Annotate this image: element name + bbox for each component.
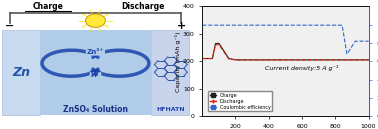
Charge bbox=[217, 43, 222, 45]
Coulombic efficiency bbox=[333, 24, 337, 26]
Line: Coulombic efficiency: Coulombic efficiency bbox=[202, 25, 369, 54]
Charge bbox=[213, 43, 218, 44]
Text: HFHATN: HFHATN bbox=[156, 107, 185, 112]
Text: H⁺: H⁺ bbox=[91, 72, 100, 78]
Charge bbox=[330, 59, 335, 61]
FancyBboxPatch shape bbox=[40, 30, 151, 115]
Text: +: + bbox=[177, 21, 186, 31]
Coulombic efficiency bbox=[314, 24, 319, 26]
Text: −: − bbox=[5, 21, 14, 31]
Charge bbox=[366, 59, 371, 61]
FancyBboxPatch shape bbox=[2, 30, 40, 115]
Charge bbox=[233, 59, 238, 61]
Discharge bbox=[200, 58, 204, 59]
Text: ZnSO₄ Solution: ZnSO₄ Solution bbox=[63, 105, 128, 114]
Discharge bbox=[233, 59, 238, 61]
Coulombic efficiency bbox=[217, 24, 222, 26]
Text: Current density:5 A g⁻¹: Current density:5 A g⁻¹ bbox=[265, 65, 339, 71]
Charge bbox=[268, 59, 272, 61]
Discharge bbox=[330, 59, 335, 61]
Charge bbox=[333, 59, 338, 61]
Text: Zn: Zn bbox=[12, 66, 30, 79]
Coulombic efficiency bbox=[366, 40, 371, 42]
Text: Discharge: Discharge bbox=[121, 2, 165, 11]
Y-axis label: Capacity (mAh g⁻¹): Capacity (mAh g⁻¹) bbox=[175, 31, 181, 91]
Coulombic efficiency bbox=[345, 53, 349, 55]
Coulombic efficiency bbox=[273, 24, 278, 26]
Discharge bbox=[333, 59, 338, 61]
Discharge bbox=[274, 59, 278, 61]
Text: Charge: Charge bbox=[32, 2, 63, 11]
Discharge bbox=[366, 59, 371, 61]
Legend: Charge, Discharge, Coulombic efficiency: Charge, Discharge, Coulombic efficiency bbox=[208, 91, 273, 111]
Discharge bbox=[314, 59, 319, 61]
FancyBboxPatch shape bbox=[151, 30, 189, 115]
Charge bbox=[274, 59, 278, 61]
Text: Zn²⁺: Zn²⁺ bbox=[87, 49, 104, 55]
Discharge bbox=[213, 44, 218, 46]
Coulombic efficiency bbox=[330, 24, 334, 26]
Line: Charge: Charge bbox=[202, 43, 369, 60]
Coulombic efficiency bbox=[267, 24, 272, 26]
Line: Discharge: Discharge bbox=[202, 45, 369, 60]
Charge bbox=[200, 58, 204, 59]
Discharge bbox=[217, 45, 222, 46]
Charge bbox=[314, 59, 319, 61]
Discharge bbox=[268, 59, 272, 61]
Coulombic efficiency bbox=[200, 24, 204, 26]
Circle shape bbox=[85, 14, 105, 27]
